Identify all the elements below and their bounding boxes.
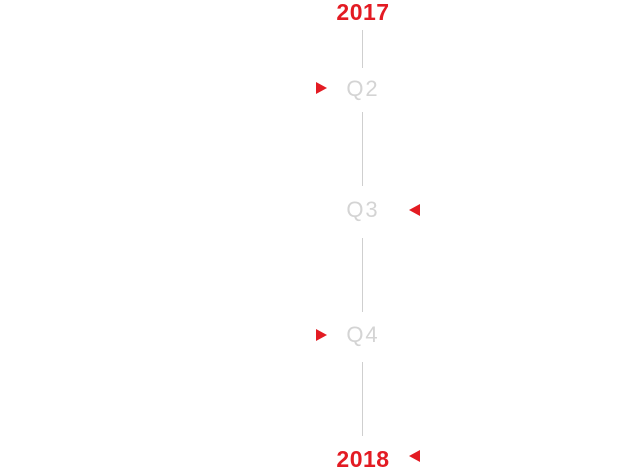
timeline-quarter-q3: Q3 (346, 197, 380, 222)
timeline-connector (362, 238, 363, 312)
arrow-right-icon (316, 82, 327, 94)
timeline-year-start: 2017 (336, 0, 390, 25)
arrow-left-icon (409, 204, 420, 216)
arrow-right-icon (316, 329, 327, 341)
timeline-connector (362, 362, 363, 436)
timeline-connector (362, 30, 363, 68)
arrow-left-icon (409, 450, 420, 462)
timeline-quarter-q2: Q2 (346, 76, 380, 101)
timeline-year-end: 2018 (336, 446, 390, 472)
timeline-quarter-q4: Q4 (346, 322, 380, 347)
timeline-connector (362, 112, 363, 186)
